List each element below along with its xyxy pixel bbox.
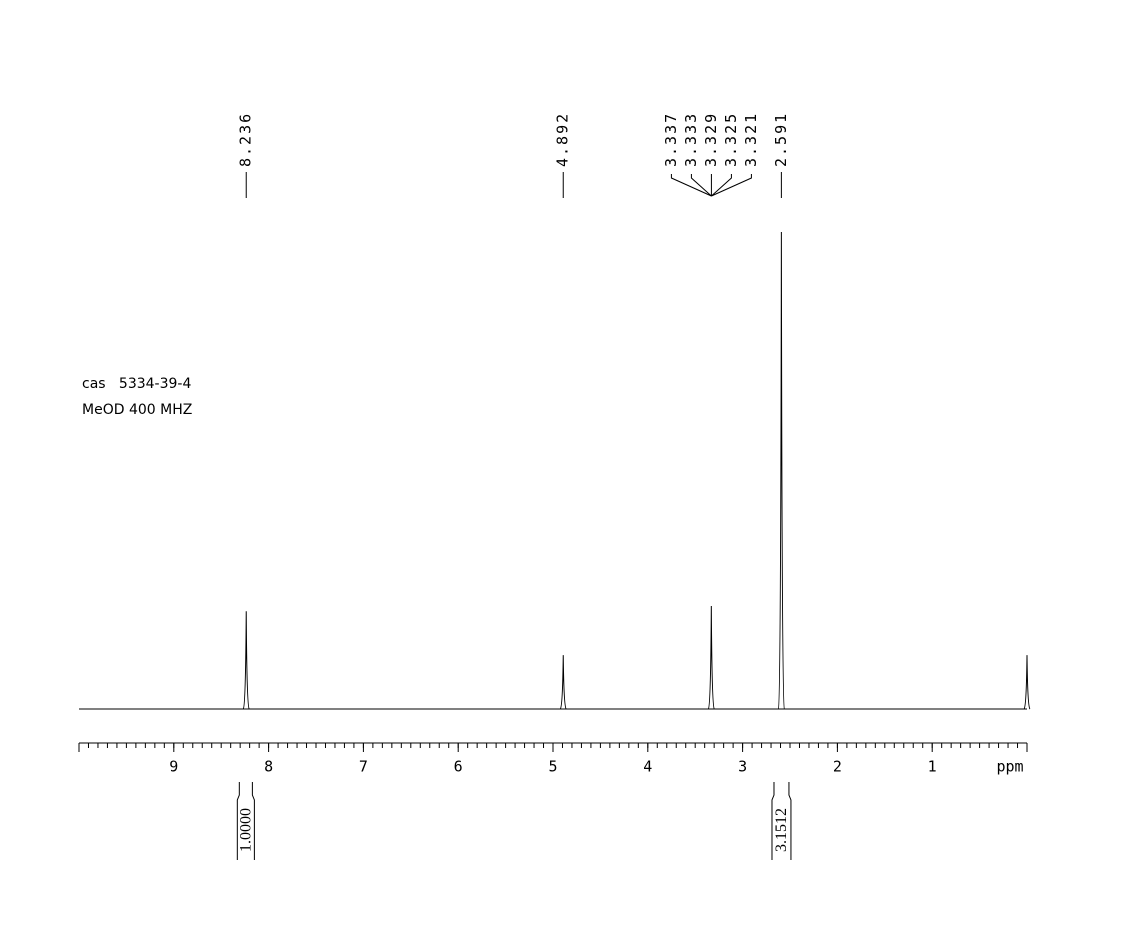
peak-label: 8.236 [237,112,255,167]
x-tick-label: 7 [359,758,368,776]
integral-bracket [771,782,792,860]
annotation: MeOD 400 MHZ [82,402,192,418]
x-tick-label: 6 [454,758,463,776]
peak-label-leader [711,174,752,197]
peak [777,231,785,710]
x-tick-label: 3 [738,758,747,776]
peak-label: 3.337 [662,112,680,167]
annotation: cas 5334-39-4 [82,376,191,392]
integral-label: 3.1512 [773,808,790,852]
peak-label-leader [690,174,712,197]
peak [707,605,715,710]
peak-label: 3.329 [702,112,720,167]
peak [559,655,567,710]
peak-label-leader [670,174,712,197]
x-tick-label: 5 [548,758,557,776]
x-axis-label: ppm [996,758,1023,776]
peak-label-leader [711,174,732,197]
peak [242,611,250,710]
peak-label: 4.892 [554,112,572,167]
x-tick-label: 2 [833,758,842,776]
peak-label: 3.325 [722,112,740,167]
x-tick-label: 9 [169,758,178,776]
x-tick-label: 4 [643,758,652,776]
x-tick-label: 1 [928,758,937,776]
peak-label: 2.591 [772,112,790,167]
peak-label: 3.333 [682,112,700,167]
x-tick-label: 8 [264,758,273,776]
integral-label: 1.0000 [238,808,255,852]
peak-label: 3.321 [742,112,760,167]
integral-bracket [236,782,255,860]
peak [1023,655,1031,710]
